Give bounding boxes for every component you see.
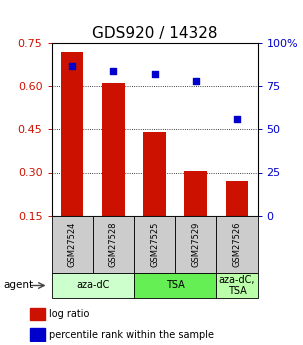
Bar bbox=[93, 216, 134, 273]
Bar bbox=[52, 216, 93, 273]
Bar bbox=[226, 181, 248, 216]
Bar bbox=[185, 171, 207, 216]
Text: log ratio: log ratio bbox=[49, 309, 89, 319]
Point bbox=[111, 68, 116, 73]
Bar bbox=[216, 273, 258, 298]
Bar bbox=[216, 216, 258, 273]
Text: GSM27525: GSM27525 bbox=[150, 221, 159, 267]
Text: GSM27529: GSM27529 bbox=[191, 221, 200, 267]
Bar bbox=[61, 52, 83, 216]
Point bbox=[193, 78, 198, 84]
Point bbox=[235, 116, 239, 122]
Text: GSM27524: GSM27524 bbox=[68, 221, 77, 267]
Text: GSM27528: GSM27528 bbox=[109, 221, 118, 267]
Bar bbox=[175, 216, 216, 273]
Bar bbox=[143, 132, 166, 216]
Bar bbox=[30, 328, 45, 341]
Text: aza-dC,
TSA: aza-dC, TSA bbox=[219, 275, 255, 296]
Text: GSM27526: GSM27526 bbox=[232, 221, 241, 267]
Bar bbox=[52, 273, 134, 298]
Text: TSA: TSA bbox=[166, 280, 185, 290]
Bar bbox=[134, 273, 216, 298]
Bar bbox=[102, 83, 125, 216]
Bar bbox=[134, 216, 175, 273]
Text: agent: agent bbox=[3, 280, 33, 290]
Title: GDS920 / 14328: GDS920 / 14328 bbox=[92, 26, 217, 41]
Point bbox=[152, 71, 157, 77]
Bar bbox=[30, 308, 45, 320]
Point bbox=[70, 63, 75, 68]
Text: percentile rank within the sample: percentile rank within the sample bbox=[49, 330, 214, 339]
Text: aza-dC: aza-dC bbox=[76, 280, 109, 290]
